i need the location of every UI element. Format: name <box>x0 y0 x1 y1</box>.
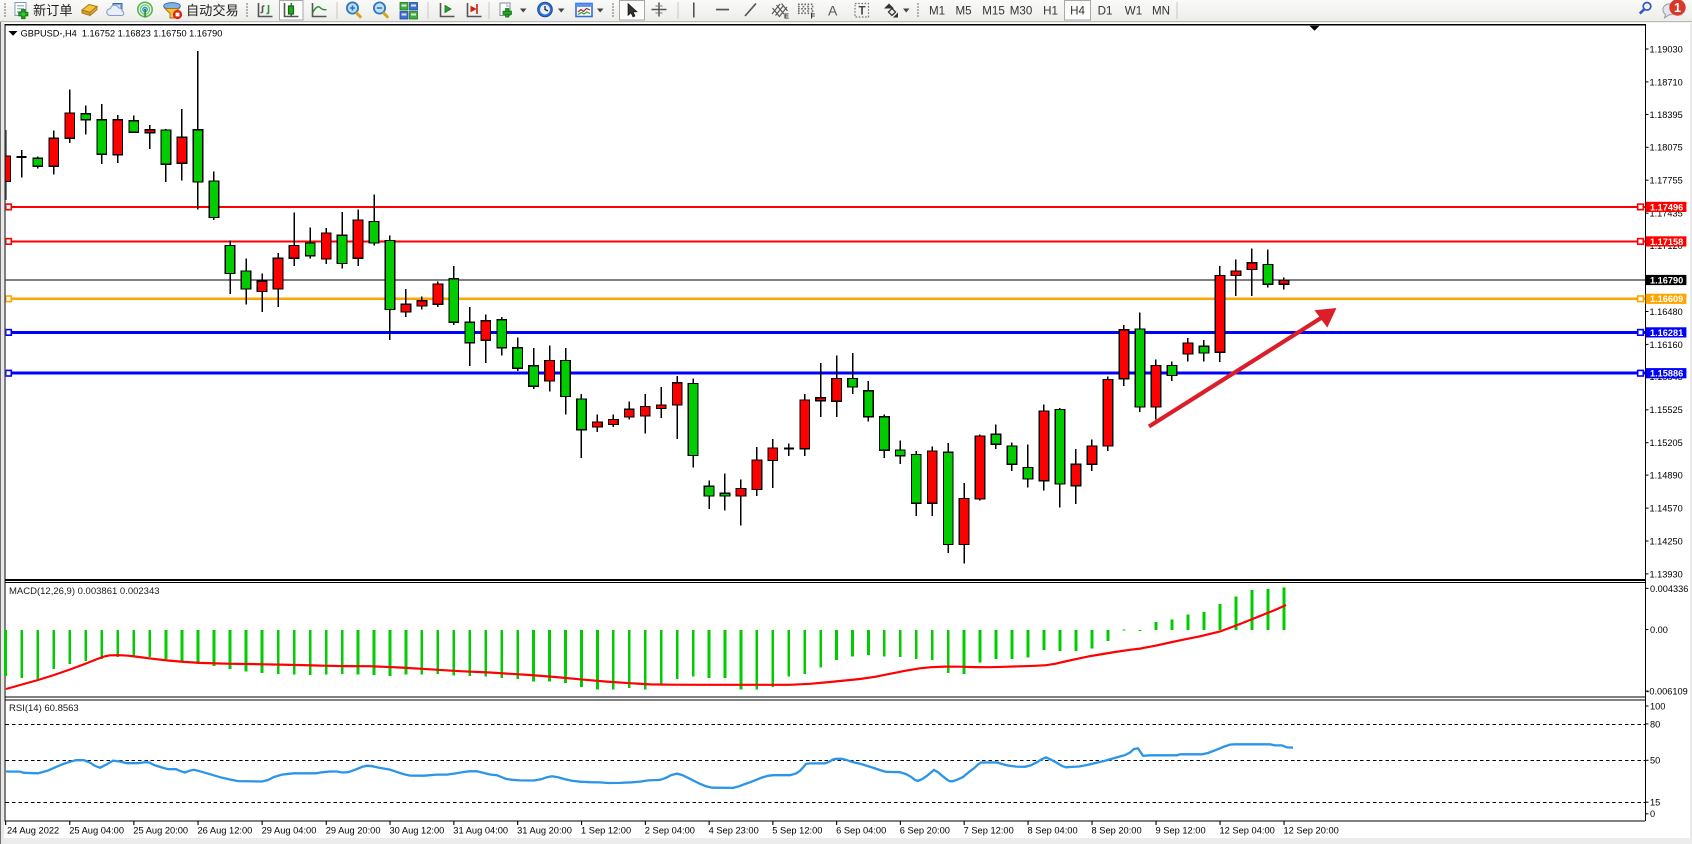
svg-text:1.15525: 1.15525 <box>1650 405 1683 415</box>
svg-text:24 Aug 2022: 24 Aug 2022 <box>7 826 59 836</box>
svg-text:-0.006109: -0.006109 <box>1646 686 1687 696</box>
svg-text:T: T <box>859 6 866 18</box>
svg-text:1.17435: 1.17435 <box>1650 209 1683 219</box>
svg-text:M30: M30 <box>1010 5 1033 18</box>
svg-text:1.17158: 1.17158 <box>1650 237 1683 247</box>
svg-text:9 Sep 12:00: 9 Sep 12:00 <box>1156 826 1206 836</box>
svg-text:25 Aug 04:00: 25 Aug 04:00 <box>69 826 124 836</box>
svg-text:1.16790: 1.16790 <box>1650 275 1683 285</box>
svg-text:4 Sep 23:00: 4 Sep 23:00 <box>709 826 759 836</box>
svg-text:M5: M5 <box>955 5 971 18</box>
svg-text:1.17755: 1.17755 <box>1650 176 1683 186</box>
svg-text:MN: MN <box>1152 5 1170 18</box>
svg-text:6 Sep 04:00: 6 Sep 04:00 <box>836 826 886 836</box>
svg-text:8 Sep 04:00: 8 Sep 04:00 <box>1028 826 1078 836</box>
svg-text:1.18075: 1.18075 <box>1650 143 1683 153</box>
svg-text:1.15886: 1.15886 <box>1650 369 1683 379</box>
svg-text:自动交易: 自动交易 <box>186 2 239 18</box>
svg-text:5 Sep 12:00: 5 Sep 12:00 <box>772 826 822 836</box>
svg-text:12 Sep 20:00: 12 Sep 20:00 <box>1284 826 1339 836</box>
svg-text:W1: W1 <box>1125 5 1142 18</box>
svg-text:1.18710: 1.18710 <box>1650 77 1683 87</box>
svg-text:0: 0 <box>1650 809 1655 819</box>
svg-text:29 Aug 04:00: 29 Aug 04:00 <box>262 826 317 836</box>
svg-text:30 Aug 12:00: 30 Aug 12:00 <box>390 826 445 836</box>
svg-text:1 Sep 12:00: 1 Sep 12:00 <box>581 826 631 836</box>
svg-text:H4: H4 <box>1070 5 1085 18</box>
svg-text:80: 80 <box>1650 719 1660 729</box>
svg-text:E: E <box>784 12 789 21</box>
svg-text:2 Sep 04:00: 2 Sep 04:00 <box>645 826 695 836</box>
svg-text:25 Aug 20:00: 25 Aug 20:00 <box>133 826 188 836</box>
svg-text:50: 50 <box>1650 756 1660 766</box>
svg-text:1.14570: 1.14570 <box>1650 504 1683 514</box>
svg-text:29 Aug 20:00: 29 Aug 20:00 <box>326 826 381 836</box>
svg-text:15: 15 <box>1650 798 1660 808</box>
svg-text:1.15205: 1.15205 <box>1650 438 1683 448</box>
svg-text:F: F <box>811 12 816 21</box>
svg-text:26 Aug 12:00: 26 Aug 12:00 <box>198 826 253 836</box>
svg-text:GBPUSD-,H4 1.16752 1.16823 1.: GBPUSD-,H4 1.16752 1.16823 1.16750 1.167… <box>21 28 223 38</box>
svg-text:1: 1 <box>1674 1 1681 15</box>
svg-text:1.18395: 1.18395 <box>1650 110 1683 120</box>
svg-text:1.13930: 1.13930 <box>1650 569 1683 579</box>
svg-text:12 Sep 04:00: 12 Sep 04:00 <box>1220 826 1275 836</box>
svg-text:H1: H1 <box>1043 5 1058 18</box>
svg-text:1.14890: 1.14890 <box>1650 471 1683 481</box>
svg-text:1.17496: 1.17496 <box>1650 202 1683 212</box>
svg-text:M15: M15 <box>982 5 1005 18</box>
svg-text:新订单: 新订单 <box>33 3 73 18</box>
svg-text:1.16609: 1.16609 <box>1650 294 1683 304</box>
svg-text:100: 100 <box>1650 701 1665 711</box>
svg-text:8 Sep 20:00: 8 Sep 20:00 <box>1092 826 1142 836</box>
svg-text:D1: D1 <box>1098 5 1113 18</box>
svg-text:7 Sep 12:00: 7 Sep 12:00 <box>964 826 1014 836</box>
svg-text:1.16160: 1.16160 <box>1650 340 1683 350</box>
svg-text:A: A <box>828 3 838 19</box>
svg-text:1.19030: 1.19030 <box>1650 44 1683 54</box>
svg-text:0.00: 0.00 <box>1650 625 1668 635</box>
svg-text:0.004336: 0.004336 <box>1650 584 1688 594</box>
svg-text:6 Sep 20:00: 6 Sep 20:00 <box>900 826 950 836</box>
svg-text:1.14250: 1.14250 <box>1650 536 1683 546</box>
svg-text:RSI(14) 60.8563: RSI(14) 60.8563 <box>9 703 79 714</box>
svg-text:31 Aug 20:00: 31 Aug 20:00 <box>517 826 572 836</box>
svg-text:MACD(12,26,9) 0.003861 0.00234: MACD(12,26,9) 0.003861 0.002343 <box>9 586 160 597</box>
svg-text:M1: M1 <box>929 5 945 18</box>
svg-text:31 Aug 04:00: 31 Aug 04:00 <box>453 826 508 836</box>
svg-text:1.16281: 1.16281 <box>1650 328 1683 338</box>
svg-text:1.16480: 1.16480 <box>1650 307 1683 317</box>
